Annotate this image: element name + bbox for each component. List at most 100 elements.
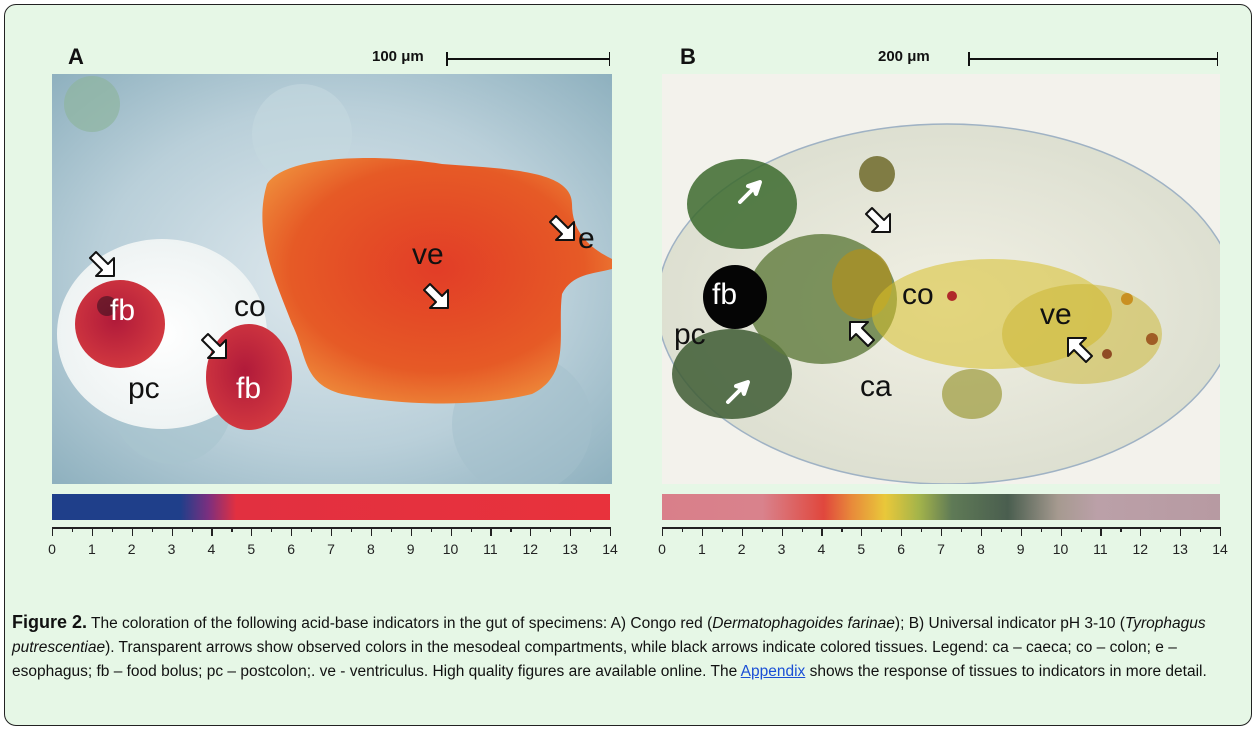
- axis-tick-label: 5: [247, 541, 256, 557]
- axis-tick-label: 3: [777, 541, 786, 557]
- axis-tick-label: 6: [287, 541, 296, 557]
- panel-a-scale-text: 100 μm: [372, 48, 424, 65]
- axis-tick: [410, 527, 412, 536]
- panel-b-letter: B: [680, 44, 696, 69]
- axis-tick: [980, 527, 983, 536]
- panel-b-arrow-colon: [865, 207, 891, 233]
- axis-tick-label: 7: [327, 541, 335, 557]
- panel-a-ph-colorbar: [52, 494, 610, 520]
- axis-tick-label: 4: [817, 541, 826, 557]
- axis-tick: [490, 527, 492, 536]
- axis-tick: [960, 527, 963, 532]
- axis-tick: [91, 527, 94, 536]
- panel-a-arrow-e: [549, 215, 575, 241]
- panel-b-label-pc: pc: [674, 318, 706, 351]
- axis-tick: [1160, 527, 1162, 532]
- axis-tick: [681, 527, 684, 532]
- axis-tick-label: 0: [48, 541, 56, 557]
- axis-tick: [821, 527, 823, 536]
- axis-tick: [390, 527, 392, 532]
- panel-b-arrow-white-top: [738, 180, 762, 204]
- axis-tick: [1100, 527, 1102, 536]
- axis-tick-label: 0: [658, 541, 666, 557]
- caption-text-3: ). Transparent arrows show observed colo…: [12, 639, 1177, 680]
- panel-a-label-fb-left: fb: [110, 294, 136, 327]
- axis-tick: [331, 527, 333, 536]
- caption-species-1: Dermatophagoides farinae: [712, 615, 895, 632]
- axis-tick: [921, 527, 923, 532]
- axis-tick: [510, 527, 512, 532]
- axis-tick: [1060, 527, 1062, 536]
- axis-tick-label: 13: [1172, 541, 1188, 557]
- axis-tick: [861, 527, 863, 536]
- panel-b-ph-axis: 0 1 2 3 4 5 6 7 8 9 10 11 12 13 14: [658, 527, 1228, 567]
- axis-tick: [131, 527, 133, 536]
- axis-tick: [570, 527, 572, 536]
- axis-tick: [450, 527, 452, 536]
- axis-tick-label: 11: [1093, 541, 1108, 557]
- axis-tick: [841, 527, 843, 532]
- axis-tick-label: 4: [207, 541, 216, 557]
- panel-a-arrow-fb-center: [201, 333, 227, 359]
- axis-tick: [901, 527, 903, 536]
- axis-tick-label: 1: [697, 541, 706, 557]
- axis-tick-label: 7: [937, 541, 945, 557]
- axis-tick: [721, 527, 723, 532]
- panel-a-letter: A: [68, 44, 84, 69]
- axis-tick-label: 10: [1052, 541, 1069, 557]
- panel-a-label-ve: ve: [412, 238, 444, 271]
- axis-tick: [550, 527, 552, 532]
- figure-caption: Figure 2. The coloration of the followin…: [12, 610, 1242, 684]
- panel-a-micrograph: [52, 74, 612, 484]
- axis-tick: [941, 527, 943, 536]
- axis-tick: [881, 527, 883, 532]
- axis-tick: [1140, 527, 1142, 536]
- axis-tick: [291, 527, 293, 536]
- axis-tick-label: 2: [737, 541, 746, 557]
- axis-tick-label: 1: [87, 541, 96, 557]
- axis-tick-label: 5: [857, 541, 866, 557]
- axis-tick: [1220, 527, 1222, 536]
- panel-b-micrograph: [662, 74, 1220, 484]
- axis-tick: [1040, 527, 1042, 532]
- panel-a-label-co: co: [234, 290, 266, 323]
- axis-tick: [761, 527, 763, 532]
- axis-tick-label: 6: [897, 541, 906, 557]
- axis-tick: [1000, 527, 1002, 532]
- axis-tick-label: 10: [442, 541, 459, 557]
- panel-b-label-ca: ca: [860, 370, 892, 403]
- panel-b-label-fb: fb: [712, 278, 738, 311]
- axis-tick: [271, 527, 273, 532]
- axis-tick: [191, 527, 193, 532]
- axis-tick: [52, 527, 54, 536]
- axis-tick: [801, 527, 803, 532]
- panel-b-arrow-ve: [1067, 337, 1093, 363]
- axis-tick: [701, 527, 704, 536]
- panel-a-arrow-fb-left: [89, 251, 115, 277]
- caption-text-4: shows the response of tissues to indicat…: [805, 663, 1207, 680]
- panel-b-ph-colorbar: [662, 494, 1220, 520]
- axis-tick: [470, 527, 472, 532]
- axis-tick: [1080, 527, 1082, 532]
- axis-tick: [610, 527, 612, 536]
- axis-tick-label: 8: [366, 541, 375, 557]
- caption-species-2: Tyrophagus putrescentiae: [12, 615, 1206, 656]
- panel-b-scalebar: [968, 52, 1218, 66]
- caption-text-2: ); B) Universal indicator pH 3-10 (: [894, 615, 1125, 632]
- axis-tick: [251, 527, 253, 536]
- axis-tick-label: 12: [1132, 541, 1149, 557]
- axis-tick: [350, 527, 353, 532]
- axis-tick: [590, 527, 592, 532]
- figure-number: Figure 2.: [12, 612, 88, 632]
- panel-b-label-co: co: [902, 278, 934, 311]
- axis-tick: [530, 527, 532, 536]
- axis-tick-label: 3: [167, 541, 176, 557]
- axis-tick: [1200, 527, 1202, 532]
- axis-tick: [430, 527, 432, 532]
- axis-tick: [71, 527, 74, 532]
- panel-a-label-pc: pc: [128, 372, 160, 405]
- axis-tick: [171, 527, 173, 536]
- appendix-link[interactable]: Appendix: [740, 663, 806, 680]
- axis-tick-label: 2: [127, 541, 136, 557]
- axis-tick: [311, 527, 313, 532]
